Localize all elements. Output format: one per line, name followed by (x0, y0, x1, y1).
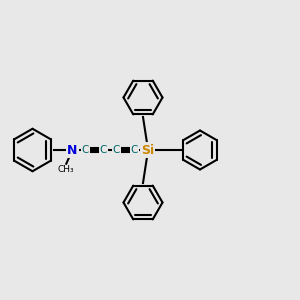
Text: C: C (113, 145, 120, 155)
Text: N: N (67, 143, 78, 157)
Text: CH₃: CH₃ (58, 165, 75, 174)
Text: Si: Si (141, 143, 154, 157)
Text: C: C (131, 145, 138, 155)
Text: C: C (82, 145, 89, 155)
Text: C: C (100, 145, 107, 155)
